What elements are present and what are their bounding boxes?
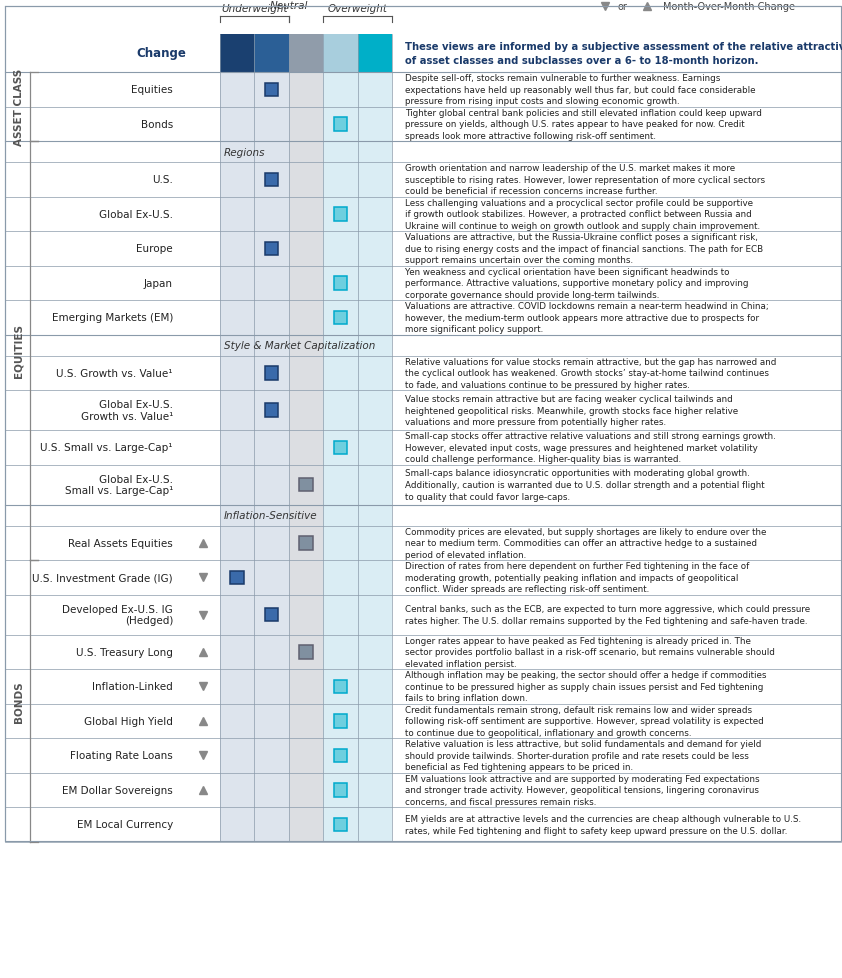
Text: Global Ex-U.S.
Growth vs. Value¹: Global Ex-U.S. Growth vs. Value¹: [81, 400, 173, 422]
Bar: [333, 207, 347, 221]
Text: Credit fundamentals remain strong, default risk remains low and wider spreads
fo: Credit fundamentals remain strong, defau…: [405, 705, 764, 737]
Bar: [265, 608, 279, 622]
Text: EM Local Currency: EM Local Currency: [77, 820, 173, 829]
Text: Valuations are attractive. COVID lockdowns remain a near-term headwind in China;: Valuations are attractive. COVID lockdow…: [405, 302, 769, 334]
Text: U.S. Small vs. Large-Cap¹: U.S. Small vs. Large-Cap¹: [40, 443, 173, 453]
Bar: [299, 478, 312, 492]
Text: Value stocks remain attractive but are facing weaker cyclical tailwinds and
heig: Value stocks remain attractive but are f…: [405, 394, 738, 426]
Bar: [265, 367, 279, 380]
Text: Although inflation may be peaking, the sector should offer a hedge if commoditie: Although inflation may be peaking, the s…: [405, 670, 766, 702]
Text: Tighter global central bank policies and still elevated inflation could keep upw: Tighter global central bank policies and…: [405, 109, 762, 141]
Text: Global Ex-U.S.
Small vs. Large-Cap¹: Global Ex-U.S. Small vs. Large-Cap¹: [65, 474, 173, 496]
Text: Less challenging valuations and a procyclical sector profile could be supportive: Less challenging valuations and a procyc…: [405, 199, 760, 231]
Text: Equities: Equities: [131, 85, 173, 95]
Bar: [323, 35, 358, 842]
Text: Europe: Europe: [136, 244, 173, 254]
Bar: [333, 783, 347, 797]
Text: or: or: [618, 2, 628, 12]
Text: Bonds: Bonds: [141, 119, 173, 130]
Bar: [323, 35, 358, 73]
Text: Global High Yield: Global High Yield: [84, 716, 173, 726]
Bar: [333, 714, 347, 728]
Text: Relative valuations for value stocks remain attractive, but the gap has narrowed: Relative valuations for value stocks rem…: [405, 357, 776, 389]
Text: Central banks, such as the ECB, are expected to turn more aggressive, which coul: Central banks, such as the ECB, are expe…: [405, 604, 810, 625]
Text: Inflation-Sensitive: Inflation-Sensitive: [224, 511, 317, 520]
Text: Small-cap stocks offer attractive relative valuations and still strong earnings : Small-cap stocks offer attractive relati…: [405, 431, 775, 464]
Bar: [333, 277, 347, 290]
Text: BONDS: BONDS: [14, 681, 24, 722]
Text: Relative valuation is less attractive, but solid fundamentals and demand for yie: Relative valuation is less attractive, b…: [405, 739, 761, 772]
Bar: [333, 749, 347, 762]
Text: These views are informed by a subjective assessment of the relative attractivene: These views are informed by a subjective…: [405, 42, 842, 66]
Bar: [358, 35, 392, 73]
Bar: [289, 35, 323, 842]
Bar: [333, 680, 347, 693]
Text: Month-Over-Month Change: Month-Over-Month Change: [663, 2, 795, 12]
Bar: [333, 441, 347, 455]
Text: Yen weakness and cyclical orientation have been significant headwinds to
perform: Yen weakness and cyclical orientation ha…: [405, 267, 749, 299]
Bar: [220, 35, 254, 73]
Text: Longer rates appear to have peaked as Fed tightening is already priced in. The
s: Longer rates appear to have peaked as Fe…: [405, 636, 775, 668]
Bar: [333, 311, 347, 325]
Text: Japan: Japan: [144, 279, 173, 289]
Text: Valuations are attractive, but the Russia-Ukraine conflict poses a significant r: Valuations are attractive, but the Russi…: [405, 233, 763, 265]
Text: Developed Ex-U.S. IG
(Hedged): Developed Ex-U.S. IG (Hedged): [62, 604, 173, 626]
Text: Regions: Regions: [224, 148, 265, 157]
Bar: [333, 818, 347, 831]
Text: U.S. Growth vs. Value¹: U.S. Growth vs. Value¹: [56, 369, 173, 378]
Text: Commodity prices are elevated, but supply shortages are likely to endure over th: Commodity prices are elevated, but suppl…: [405, 527, 766, 559]
Bar: [220, 35, 254, 842]
Text: Inflation-Linked: Inflation-Linked: [93, 682, 173, 691]
Bar: [265, 243, 279, 255]
Text: EQUITIES: EQUITIES: [14, 324, 24, 378]
Text: Growth orientation and narrow leadership of the U.S. market makes it more
suscep: Growth orientation and narrow leadership…: [405, 164, 765, 197]
Text: Real Assets Equities: Real Assets Equities: [68, 538, 173, 549]
Text: Direction of rates from here dependent on further Fed tightening in the face of
: Direction of rates from here dependent o…: [405, 561, 749, 594]
Bar: [299, 645, 312, 659]
Text: Style & Market Capitalization: Style & Market Capitalization: [224, 340, 376, 351]
Text: Neutral: Neutral: [269, 1, 308, 11]
Text: Overweight: Overweight: [328, 4, 387, 14]
Bar: [333, 118, 347, 131]
Bar: [265, 404, 279, 418]
Bar: [289, 35, 323, 73]
Bar: [254, 35, 289, 73]
Bar: [5, 7, 841, 842]
Text: EM Dollar Sovereigns: EM Dollar Sovereigns: [62, 785, 173, 795]
Text: Global Ex-U.S.: Global Ex-U.S.: [99, 209, 173, 219]
Text: Floating Rate Loans: Floating Rate Loans: [70, 750, 173, 761]
Bar: [265, 173, 279, 187]
Bar: [265, 83, 279, 97]
Text: ASSET CLASS: ASSET CLASS: [14, 68, 24, 146]
Bar: [358, 35, 392, 842]
Text: U.S. Treasury Long: U.S. Treasury Long: [76, 647, 173, 657]
Bar: [299, 537, 312, 550]
Text: Underweight: Underweight: [221, 4, 288, 14]
Text: U.S.: U.S.: [152, 175, 173, 185]
Text: Emerging Markets (EM): Emerging Markets (EM): [51, 313, 173, 323]
Text: U.S. Investment Grade (IG): U.S. Investment Grade (IG): [32, 573, 173, 583]
Text: EM yields are at attractive levels and the currencies are cheap although vulnera: EM yields are at attractive levels and t…: [405, 814, 801, 835]
Bar: [231, 571, 244, 585]
Text: Small-caps balance idiosyncratic opportunities with moderating global growth.
Ad: Small-caps balance idiosyncratic opportu…: [405, 468, 765, 501]
Text: Change: Change: [136, 48, 186, 61]
Text: Despite sell-off, stocks remain vulnerable to further weakness. Earnings
expecta: Despite sell-off, stocks remain vulnerab…: [405, 74, 755, 107]
Text: EM valuations look attractive and are supported by moderating Fed expectations
a: EM valuations look attractive and are su…: [405, 774, 759, 806]
Bar: [254, 35, 289, 842]
